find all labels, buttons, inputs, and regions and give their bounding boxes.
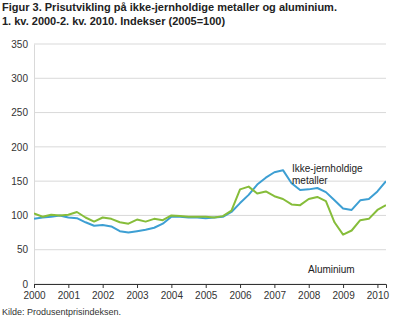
y-tick-label: 350 (11, 39, 28, 50)
y-tick: 350 (11, 39, 34, 50)
grid-line (34, 112, 386, 113)
y-tick-label: 150 (11, 176, 28, 187)
series-line (34, 170, 386, 232)
x-tick-mark (343, 284, 344, 288)
x-tick-label: 2000 (23, 290, 46, 301)
plot: 0501001502002503003502000200120022003200… (11, 39, 389, 301)
title: Figur 3. Prisutvikling på ikke-jernholdi… (2, 1, 337, 13)
x-tick: 2006 (229, 284, 252, 301)
y-axis: 0 50 100 150 200 250 300 350 (11, 39, 34, 290)
subtitle: 1. kv. 2000-2. kv. 2010. Indekser (2005=… (2, 15, 225, 27)
x-tick-label: 2003 (126, 290, 149, 301)
x-tick-label: 2004 (161, 290, 184, 301)
x-tick-label: 2009 (332, 290, 355, 301)
x-tick: 2001 (58, 284, 81, 301)
grid-line (34, 249, 386, 250)
series-line (34, 187, 386, 235)
x-tick-mark (240, 284, 241, 288)
chart: Figur 3. Prisutvikling på ikke-jernholdi… (0, 0, 400, 320)
x-tick: 2008 (298, 284, 321, 301)
grid-line (34, 181, 386, 182)
y-tick-label: 0 (22, 279, 28, 290)
y-tick: 0 (22, 279, 34, 290)
x-tick-label: 2006 (229, 290, 252, 301)
x-axis-line (35, 285, 387, 289)
x-tick-mark (377, 284, 378, 288)
x-tick-mark (103, 284, 104, 288)
y-tick-label: 200 (11, 142, 28, 153)
x-tick-label: 2010 (367, 290, 390, 301)
x-tick-mark (34, 284, 35, 288)
grid-line (34, 215, 386, 216)
x-tick: 2007 (264, 284, 287, 301)
x-tick: 2004 (161, 284, 184, 301)
y-axis-line (34, 45, 35, 285)
series-label: Ikke-jernholdige metaller (292, 163, 365, 186)
x-tick-label: 2002 (92, 290, 115, 301)
x-tick: 2003 (126, 284, 149, 301)
x-tick-mark (137, 284, 138, 288)
x-tick-label: 2008 (298, 290, 321, 301)
grid-line (34, 146, 386, 147)
y-tick: 100 (11, 210, 34, 221)
source: Kilde: Produsentprisindeksen. (2, 307, 121, 317)
y-tick-label: 300 (11, 73, 28, 84)
x-tick-mark (274, 284, 275, 288)
grid (34, 44, 386, 284)
y-tick: 50 (17, 244, 34, 255)
x-tick-label: 2001 (58, 290, 81, 301)
grid-line (34, 44, 386, 45)
x-tick-mark (68, 284, 69, 288)
x-tick: 2005 (195, 284, 218, 301)
x-tick: 2009 (332, 284, 355, 301)
y-tick-label: 100 (11, 210, 28, 221)
y-tick: 300 (11, 73, 34, 84)
series-label: Aluminium (308, 264, 355, 275)
x-tick-mark (171, 284, 172, 288)
y-tick-label: 50 (17, 244, 29, 255)
y-tick-label: 250 (11, 107, 28, 118)
y-tick: 200 (11, 142, 34, 153)
x-tick: 2000 (23, 284, 46, 301)
lines (34, 170, 386, 234)
x-tick-mark (309, 284, 310, 288)
x-tick-label: 2005 (195, 290, 218, 301)
x-axis: 2000 2001 2002 2003 2004 2005 2006 2007 2008 2009… (23, 284, 389, 301)
x-tick-label: 2007 (264, 290, 287, 301)
y-tick: 150 (11, 176, 34, 187)
x-tick-mark (206, 284, 207, 288)
grid-line (34, 78, 386, 79)
x-tick: 2002 (92, 284, 115, 301)
y-tick: 250 (11, 107, 34, 118)
x-tick: 2010 (367, 284, 390, 301)
